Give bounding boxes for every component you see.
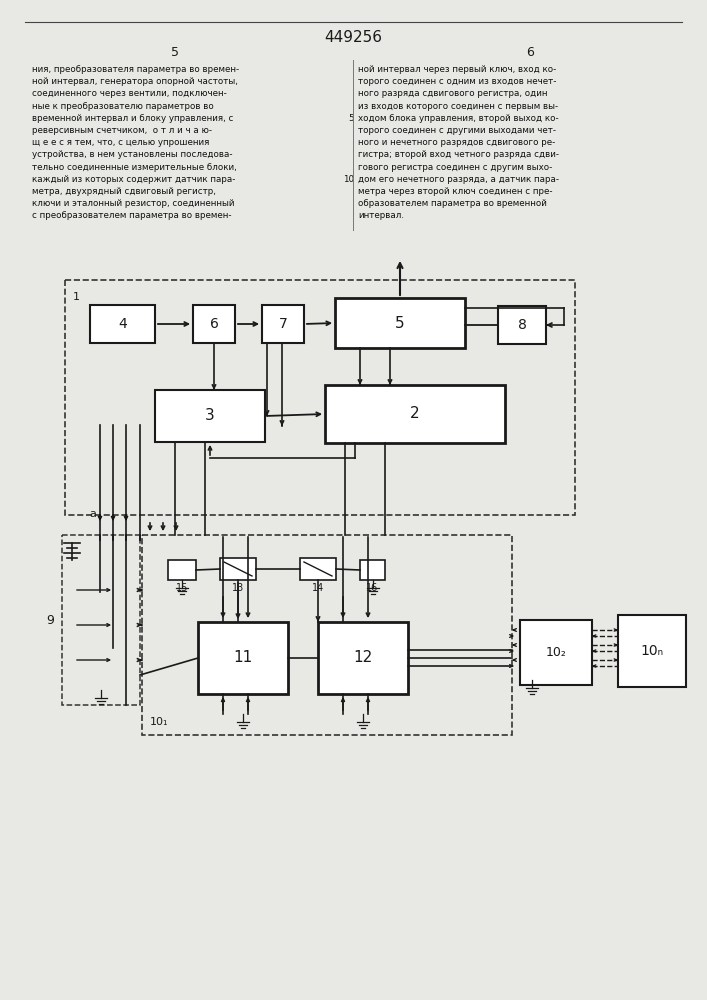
Text: интервал.: интервал.: [358, 211, 404, 220]
Text: дом его нечетного разряда, а датчик пара-: дом его нечетного разряда, а датчик пара…: [358, 175, 559, 184]
Text: 10₁: 10₁: [150, 717, 168, 727]
Text: метра через второй ключ соединен с пре-: метра через второй ключ соединен с пре-: [358, 187, 552, 196]
Bar: [155, 390, 265, 442]
Text: 5: 5: [171, 45, 179, 58]
Text: метра, двухрядный сдвиговый регистр,: метра, двухрядный сдвиговый регистр,: [32, 187, 216, 196]
Text: 7: 7: [279, 317, 287, 331]
Text: временной интервал и блоку управления, с: временной интервал и блоку управления, с: [32, 114, 233, 123]
Bar: [65, 280, 575, 515]
Text: щ е е с я тем, что, с целью упрошения: щ е е с я тем, что, с целью упрошения: [32, 138, 209, 147]
Bar: [262, 305, 304, 343]
Bar: [618, 615, 686, 687]
Bar: [300, 558, 336, 580]
Text: ные к преобразователю параметров во: ные к преобразователю параметров во: [32, 102, 214, 111]
Bar: [335, 298, 465, 348]
Text: 10ₙ: 10ₙ: [641, 644, 664, 658]
Text: ходом блока управления, второй выход ко-: ходом блока управления, второй выход ко-: [358, 114, 559, 123]
Text: 15: 15: [176, 583, 188, 593]
Text: 10: 10: [343, 175, 354, 184]
Text: 10₂: 10₂: [546, 646, 566, 659]
Text: 3: 3: [205, 408, 215, 424]
Text: 449256: 449256: [324, 30, 382, 45]
Text: 5: 5: [395, 316, 405, 330]
Text: ного разряда сдвигового регистра, один: ного разряда сдвигового регистра, один: [358, 89, 547, 98]
Text: 13: 13: [232, 583, 244, 593]
Text: ключи и эталонный резистор, соединенный: ключи и эталонный резистор, соединенный: [32, 199, 235, 208]
Bar: [62, 535, 140, 705]
Text: ной интервал через первый ключ, вход ко-: ной интервал через первый ключ, вход ко-: [358, 65, 556, 74]
Text: торого соединен с другими выходами чет-: торого соединен с другими выходами чет-: [358, 126, 556, 135]
Text: ного и нечетного разрядов сдвигового ре-: ного и нечетного разрядов сдвигового ре-: [358, 138, 555, 147]
Text: тельно соединенные измерительные блоки,: тельно соединенные измерительные блоки,: [32, 163, 237, 172]
Bar: [325, 385, 505, 443]
Text: реверсивным счетчиком,  о т л и ч а ю-: реверсивным счетчиком, о т л и ч а ю-: [32, 126, 212, 135]
Text: 1: 1: [73, 292, 80, 302]
Text: 8: 8: [518, 318, 527, 332]
Text: a: a: [89, 509, 96, 519]
Bar: [318, 622, 408, 694]
Text: устройства, в нем установлены последова-: устройства, в нем установлены последова-: [32, 150, 233, 159]
Bar: [220, 558, 256, 580]
Text: 6: 6: [209, 317, 218, 331]
Bar: [90, 305, 155, 343]
Bar: [168, 560, 196, 580]
Text: 11: 11: [233, 650, 252, 666]
Text: 2: 2: [410, 406, 420, 422]
Text: 6: 6: [526, 45, 534, 58]
Text: с преобразователем параметра во времен-: с преобразователем параметра во времен-: [32, 211, 231, 220]
Bar: [360, 560, 385, 580]
Text: каждый из которых содержит датчик пара-: каждый из которых содержит датчик пара-: [32, 175, 235, 184]
Text: гового регистра соединен с другим выхо-: гового регистра соединен с другим выхо-: [358, 163, 552, 172]
Bar: [198, 622, 288, 694]
Bar: [498, 306, 546, 344]
Text: из входов которого соединен с первым вы-: из входов которого соединен с первым вы-: [358, 102, 558, 111]
Text: гистра; второй вход четного разряда сдви-: гистра; второй вход четного разряда сдви…: [358, 150, 559, 159]
Text: 16: 16: [366, 583, 379, 593]
Text: ния, преобразователя параметра во времен-: ния, преобразователя параметра во времен…: [32, 65, 239, 74]
Text: ной интервал, генератора опорной частоты,: ной интервал, генератора опорной частоты…: [32, 77, 238, 86]
Text: 9: 9: [46, 613, 54, 626]
Text: 5: 5: [349, 114, 354, 123]
Bar: [193, 305, 235, 343]
Text: торого соединен с одним из входов нечет-: торого соединен с одним из входов нечет-: [358, 77, 556, 86]
Bar: [142, 535, 512, 735]
Bar: [520, 620, 592, 685]
Text: 4: 4: [118, 317, 127, 331]
Text: образователем параметра во временной: образователем параметра во временной: [358, 199, 547, 208]
Text: соединенного через вентили, подключен-: соединенного через вентили, подключен-: [32, 89, 227, 98]
Text: 12: 12: [354, 650, 373, 666]
Text: 14: 14: [312, 583, 324, 593]
